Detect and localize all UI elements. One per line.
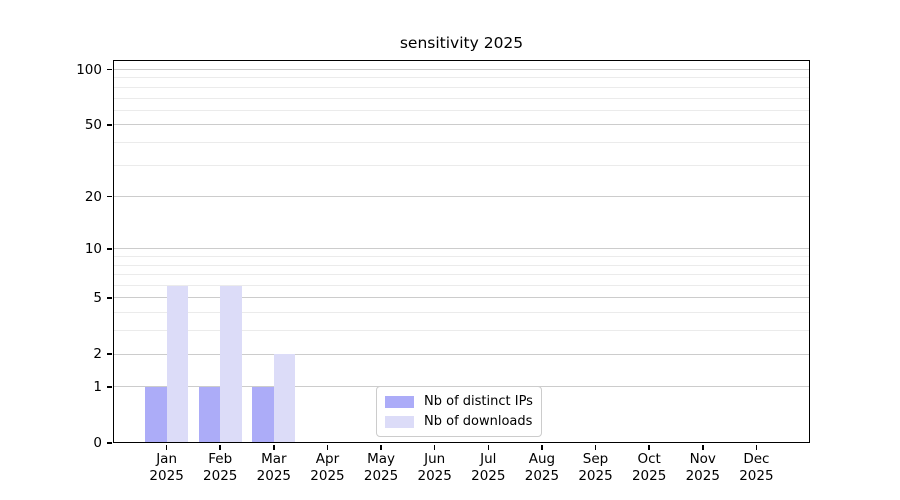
x-tick-mark-apr (326, 444, 329, 450)
x-tick-mark-feb (219, 444, 221, 450)
y-tick-mark-0 (106, 442, 112, 444)
bar-distinct-ips-mar (252, 386, 274, 443)
legend-label-downloads: Nb of downloads (424, 414, 533, 429)
gridline-minor-8 (113, 264, 810, 266)
x-tick-month: Dec (743, 451, 770, 467)
x-tick-year: 2025 (149, 468, 184, 484)
x-tick-year: 2025 (417, 468, 452, 484)
x-tick-label-nov: Nov 2025 (675, 451, 731, 485)
x-tick-mark-nov (702, 444, 704, 450)
x-tick-year: 2025 (524, 468, 560, 484)
gridline-major-20 (113, 196, 810, 198)
y-tick-label-0: 0 (93, 435, 102, 451)
bar-distinct-ips-feb (198, 386, 221, 443)
y-tick-label-50: 50 (84, 116, 102, 133)
y-tick-mark-2 (106, 353, 112, 355)
gridline-minor-80 (113, 86, 810, 88)
y-tick-label-100: 100 (76, 61, 102, 78)
x-tick-month: Nov (689, 451, 716, 467)
x-tick-month: Apr (315, 451, 340, 467)
x-tick-label-oct: Oct 2025 (621, 451, 677, 485)
x-tick-label-dec: Dec 2025 (728, 451, 784, 485)
legend: Nb of distinct IPs Nb of downloads (376, 386, 542, 437)
gridline-minor-3 (113, 330, 810, 332)
x-tick-year: 2025 (310, 468, 345, 484)
x-tick-mark-sep (594, 444, 597, 450)
x-tick-year: 2025 (578, 468, 613, 484)
y-tick-mark-20 (106, 195, 112, 198)
x-tick-month: Sep (582, 451, 609, 467)
x-tick-year: 2025 (685, 468, 720, 484)
x-tick-month: May (367, 451, 396, 467)
gridline-major-10 (113, 248, 810, 250)
gridline-major-5 (113, 297, 810, 299)
x-tick-label-apr: Apr 2025 (299, 451, 355, 485)
x-tick-month: Feb (208, 451, 233, 467)
x-tick-label-mar: Mar 2025 (246, 451, 302, 485)
legend-swatch-downloads-icon (385, 415, 414, 428)
x-tick-year: 2025 (203, 468, 238, 484)
x-tick-label-jun: Jun 2025 (407, 451, 463, 485)
gridline-minor-7 (113, 274, 810, 276)
y-tick-label-5: 5 (93, 289, 102, 306)
x-tick-mark-dec (755, 444, 758, 450)
y-tick-mark-100 (106, 68, 112, 71)
legend-label-distinct-ips: Nb of distinct IPs (424, 394, 533, 409)
gridline-minor-70 (113, 97, 810, 99)
gridline-minor-6 (113, 285, 810, 287)
x-tick-year: 2025 (631, 468, 667, 484)
gridline-minor-60 (113, 109, 810, 111)
x-tick-year: 2025 (363, 468, 399, 484)
x-tick-mark-aug (541, 444, 543, 450)
y-tick-mark-5 (106, 297, 112, 299)
x-tick-month: Oct (637, 451, 661, 467)
x-tick-month: Aug (528, 451, 556, 467)
x-tick-label-aug: Aug 2025 (514, 451, 570, 485)
gridline-minor-30 (113, 164, 810, 166)
x-tick-label-feb: Feb 2025 (192, 451, 248, 485)
gridline-major-50 (113, 124, 810, 126)
chart-title: sensitivity 2025 (399, 34, 524, 52)
gridline-minor-40 (113, 141, 810, 143)
bar-downloads-jan (166, 285, 189, 443)
y-tick-label-2: 2 (93, 346, 102, 363)
gridline-minor-90 (113, 77, 810, 79)
y-tick-mark-1 (106, 386, 112, 388)
x-tick-month: Jul (480, 451, 497, 467)
x-tick-mark-mar (273, 444, 275, 450)
x-tick-mark-jul (487, 444, 490, 450)
x-tick-year: 2025 (739, 468, 774, 484)
y-tick-mark-10 (106, 248, 112, 250)
x-tick-label-jan: Jan 2025 (139, 451, 195, 485)
legend-swatch-distinct-ips-icon (385, 395, 414, 408)
x-tick-mark-oct (648, 444, 650, 450)
x-tick-month: Mar (261, 451, 287, 467)
x-tick-mark-jan (165, 444, 168, 450)
y-tick-label-20: 20 (84, 188, 102, 205)
gridline-minor-9 (113, 256, 810, 258)
bar-downloads-feb (220, 285, 242, 443)
x-tick-year: 2025 (256, 468, 292, 484)
x-tick-mark-jun (433, 444, 436, 450)
y-tick-label-10: 10 (84, 240, 102, 257)
plot-area: Nb of distinct IPs Nb of downloads (113, 60, 810, 443)
bar-distinct-ips-jan (145, 386, 167, 443)
gridline-minor-4 (113, 312, 810, 314)
y-tick-label-1: 1 (93, 378, 102, 395)
gridline-major-100 (113, 69, 810, 70)
x-tick-year: 2025 (471, 468, 506, 484)
x-tick-label-sep: Sep 2025 (568, 451, 624, 485)
x-tick-label-jul: Jul 2025 (460, 451, 516, 485)
x-tick-mark-may (380, 444, 382, 450)
gridline-major-2 (113, 353, 810, 355)
x-tick-label-may: May 2025 (353, 451, 409, 485)
x-tick-month: Jan (156, 451, 178, 467)
y-tick-mark-50 (106, 124, 112, 126)
bar-downloads-mar (273, 354, 296, 443)
legend-item-downloads: Nb of downloads (385, 412, 533, 431)
legend-item-distinct-ips: Nb of distinct IPs (385, 392, 533, 411)
x-tick-month: Jun (424, 451, 446, 467)
